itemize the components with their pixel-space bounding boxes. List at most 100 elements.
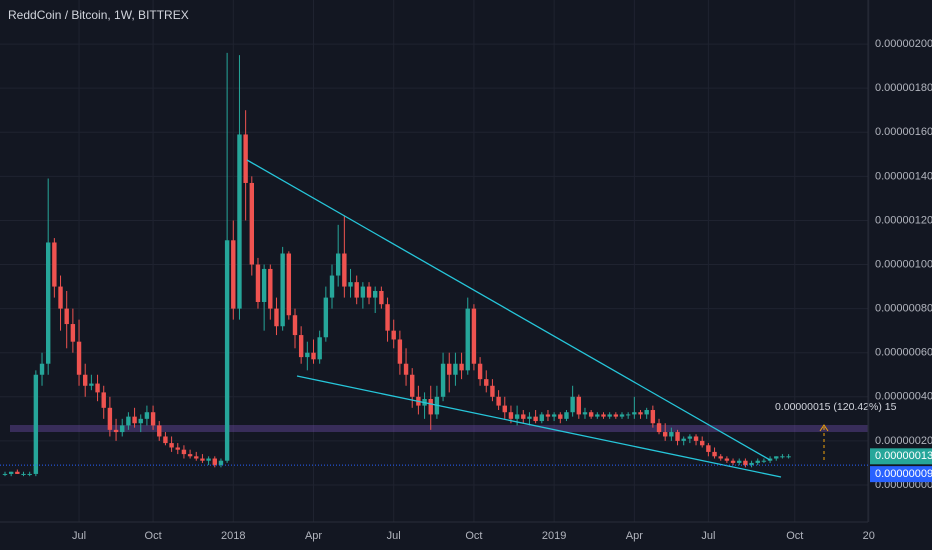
candle-body bbox=[249, 182, 254, 265]
y-tick-label: 0.00000100 bbox=[875, 258, 932, 270]
candle-body bbox=[58, 286, 63, 309]
candle-body bbox=[737, 460, 742, 463]
candle-body bbox=[70, 324, 76, 342]
candle-body bbox=[39, 363, 45, 375]
trend-line bbox=[296, 375, 782, 478]
candle-body bbox=[298, 335, 304, 358]
x-tick-label: 2019 bbox=[542, 530, 566, 542]
candle-body bbox=[157, 425, 162, 437]
candle-body bbox=[120, 425, 125, 433]
candle-body bbox=[348, 282, 353, 287]
candle-body bbox=[656, 423, 662, 433]
candle-body bbox=[181, 449, 187, 455]
candle-body bbox=[638, 412, 643, 415]
y-tick-label: 0.00000040 bbox=[875, 391, 932, 403]
candle-body bbox=[681, 438, 686, 441]
candle-body bbox=[21, 473, 26, 475]
candle-body bbox=[243, 134, 248, 183]
candle-body bbox=[477, 363, 483, 380]
candle-body bbox=[582, 412, 588, 415]
candle-body bbox=[650, 410, 656, 424]
price-label-box bbox=[870, 448, 932, 465]
trend-line bbox=[246, 159, 771, 461]
candle-body bbox=[601, 414, 606, 417]
candle-body bbox=[95, 383, 100, 393]
x-tick-label: Apr bbox=[305, 530, 322, 542]
candle-body bbox=[231, 240, 236, 309]
candle-body bbox=[570, 396, 575, 413]
candle-body bbox=[428, 398, 433, 415]
candle-body bbox=[126, 416, 131, 426]
candle-body bbox=[465, 308, 470, 371]
candle-body bbox=[551, 414, 557, 417]
candle-body bbox=[175, 447, 180, 450]
candle-body bbox=[496, 396, 501, 406]
x-tick-label: Jul bbox=[701, 530, 715, 542]
candle-body bbox=[662, 432, 668, 437]
candle-body bbox=[391, 330, 396, 340]
candle-body bbox=[206, 458, 211, 461]
x-tick-label: Oct bbox=[465, 530, 482, 542]
measure-label: 0.00000015 (120.42%) 15 bbox=[775, 401, 897, 413]
candle-body bbox=[514, 414, 520, 419]
candle-body bbox=[786, 456, 791, 458]
candle-body bbox=[200, 458, 205, 461]
candle-body bbox=[502, 405, 507, 413]
x-tick-label: Apr bbox=[626, 530, 643, 542]
candles bbox=[2, 52, 791, 477]
candle-body bbox=[305, 352, 310, 358]
candle-body bbox=[644, 410, 649, 415]
candle-body bbox=[354, 282, 359, 298]
zone bbox=[10, 425, 868, 432]
measure-arrow-head bbox=[819, 424, 829, 432]
candle-body bbox=[706, 445, 711, 452]
candle-body bbox=[588, 412, 594, 417]
candle-body bbox=[761, 460, 767, 462]
candle-body bbox=[237, 134, 242, 309]
candle-body bbox=[508, 412, 514, 419]
price-label-box bbox=[870, 466, 932, 483]
chart-title: ReddCoin / Bitcoin, 1W, BITTREX bbox=[8, 8, 189, 22]
candle-body bbox=[27, 473, 32, 475]
candle-body bbox=[718, 456, 723, 459]
candle-body bbox=[743, 460, 748, 466]
candle-body bbox=[669, 432, 674, 437]
candle-body bbox=[218, 460, 224, 466]
candle-body bbox=[564, 412, 569, 419]
candle-body bbox=[687, 436, 693, 439]
candle-body bbox=[224, 240, 230, 461]
candle-body bbox=[471, 308, 477, 364]
candle-body bbox=[545, 414, 551, 417]
candle-body bbox=[576, 396, 582, 415]
candle-body bbox=[52, 242, 57, 287]
candle-body bbox=[286, 253, 292, 316]
candle-body bbox=[607, 414, 612, 417]
candle-body bbox=[311, 352, 316, 360]
price-label: 0.00000013 bbox=[875, 450, 932, 462]
candle-body bbox=[379, 290, 384, 305]
candle-body bbox=[212, 458, 217, 466]
candle-body bbox=[138, 418, 143, 424]
x-tick-label: 20 bbox=[863, 530, 875, 542]
candle-body bbox=[101, 392, 106, 408]
candle-body bbox=[527, 416, 532, 419]
candle-body bbox=[329, 275, 335, 298]
candle-body bbox=[292, 315, 298, 336]
candle-body bbox=[274, 308, 279, 327]
y-tick-label: 0.00000060 bbox=[875, 347, 932, 359]
y-tick-label: 0.00000020 bbox=[875, 435, 932, 447]
axes: 0.000000000.000000200.000000400.00000060… bbox=[0, 38, 932, 542]
candle-body bbox=[144, 412, 150, 419]
candle-body bbox=[774, 456, 779, 459]
candle-body bbox=[459, 363, 464, 371]
candle-body bbox=[150, 412, 156, 426]
candle-body bbox=[625, 414, 631, 416]
candle-body bbox=[595, 414, 600, 417]
candle-body bbox=[484, 379, 489, 386]
candle-body bbox=[780, 456, 785, 458]
candle-body bbox=[410, 374, 415, 397]
candle-body bbox=[335, 253, 341, 276]
candle-body bbox=[490, 385, 495, 397]
candle-body bbox=[613, 414, 619, 417]
